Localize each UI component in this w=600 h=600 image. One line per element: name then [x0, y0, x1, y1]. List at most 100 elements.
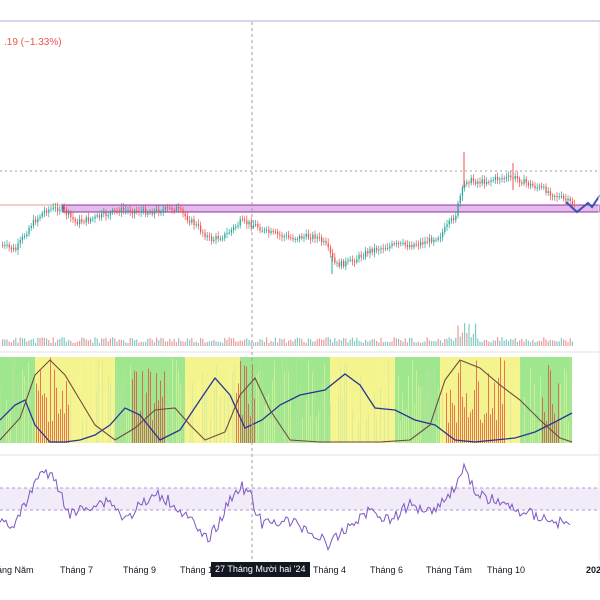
volume-bar: [554, 340, 556, 346]
candle-body: [114, 210, 116, 212]
volume-bar: [125, 342, 127, 346]
volume-bar: [226, 339, 228, 346]
osc-hatch: [154, 403, 155, 443]
candle-body: [343, 260, 345, 267]
osc-hatch: [332, 375, 333, 443]
candle-body: [252, 224, 255, 228]
volume-bar: [94, 337, 96, 346]
volume-bar: [204, 342, 206, 346]
candle-body: [79, 219, 81, 225]
volume-bar: [525, 339, 527, 346]
volume-bar: [538, 340, 540, 346]
volume-bar: [356, 337, 358, 346]
osc-hatch: [64, 413, 65, 443]
osc-hatch: [308, 361, 309, 443]
volume-bar: [439, 340, 441, 346]
volume-bar: [153, 342, 155, 346]
candle-body: [389, 245, 391, 249]
osc-hatch: [530, 367, 531, 443]
osc-hatch: [276, 387, 277, 443]
volume-bar: [162, 338, 164, 346]
candle-body: [162, 209, 164, 213]
candle-body: [272, 230, 274, 232]
candle-body: [90, 218, 92, 222]
volume-bar: [351, 337, 353, 346]
osc-hatch: [510, 394, 511, 443]
candle-body: [433, 239, 435, 243]
volume-bar: [563, 339, 565, 346]
candle-body: [420, 242, 422, 246]
osc-hatch: [18, 383, 19, 443]
top-border: [0, 20, 600, 22]
osc-hatch: [76, 381, 77, 443]
osc-hatch: [378, 357, 379, 443]
candle-body: [312, 234, 314, 240]
osc-hatch: [452, 403, 453, 443]
osc-hatch: [78, 371, 79, 443]
candle-body: [534, 185, 536, 189]
price-change-text: .19 (−1.33%): [4, 37, 62, 48]
candle-body: [191, 219, 193, 223]
osc-hatch: [88, 358, 89, 443]
osc-hatch: [480, 419, 481, 443]
osc-hatch: [334, 377, 335, 443]
candle-body: [360, 254, 362, 258]
osc-hatch: [340, 366, 341, 443]
osc-hatch: [266, 396, 267, 443]
candle-body: [235, 226, 237, 228]
volume-bar: [37, 337, 39, 346]
osc-hatch: [488, 373, 489, 443]
osc-line-dark: [0, 359, 573, 443]
volume-bar: [70, 340, 72, 346]
support-band: [62, 204, 600, 213]
volume-bar: [131, 338, 133, 346]
osc-hatch: [92, 359, 93, 443]
candle-body: [50, 208, 52, 210]
osc-hatch: [326, 392, 327, 443]
osc-hatch: [424, 396, 425, 443]
oscillator-panel: [0, 357, 573, 443]
osc-hatch: [542, 397, 543, 443]
candle-body: [424, 241, 426, 245]
candle-body: [532, 183, 534, 186]
osc-hatch: [316, 417, 317, 443]
osc-hatch: [422, 383, 423, 443]
volume-bar: [156, 337, 158, 346]
candle-body: [543, 186, 545, 188]
volume-bar: [224, 337, 226, 346]
candle-body: [508, 175, 510, 177]
osc-hatch: [500, 357, 501, 443]
rsi-line: [0, 462, 571, 551]
candle-body: [281, 235, 283, 237]
volume-bar: [288, 340, 290, 346]
candle-body: [523, 179, 525, 184]
candle-body: [147, 212, 149, 215]
volume-bar: [272, 341, 274, 346]
x-tick-label: Tháng 9: [123, 565, 156, 575]
osc-hatch: [494, 382, 495, 443]
volume-bar: [384, 341, 386, 346]
osc-hatch: [252, 364, 253, 443]
candle-body: [382, 248, 384, 250]
candle-body: [2, 245, 4, 246]
candle-body: [279, 234, 281, 236]
candle-body: [387, 248, 389, 250]
osc-hatch: [28, 362, 29, 443]
osc-hatch: [176, 360, 177, 443]
candle-body: [395, 243, 398, 245]
candle-body: [329, 247, 332, 254]
osc-hatch: [142, 371, 143, 443]
x-tick-label: Tháng 10: [487, 565, 525, 575]
candle-body: [48, 209, 50, 213]
candle-body: [118, 210, 120, 213]
volume-bar: [296, 337, 298, 346]
candle-body: [8, 244, 10, 248]
volume-bar: [65, 341, 67, 346]
volume-bar: [481, 341, 483, 346]
volume-bar: [281, 339, 283, 346]
volume-bar: [255, 342, 257, 346]
candle-body: [224, 233, 226, 239]
volume-bar: [569, 338, 571, 346]
